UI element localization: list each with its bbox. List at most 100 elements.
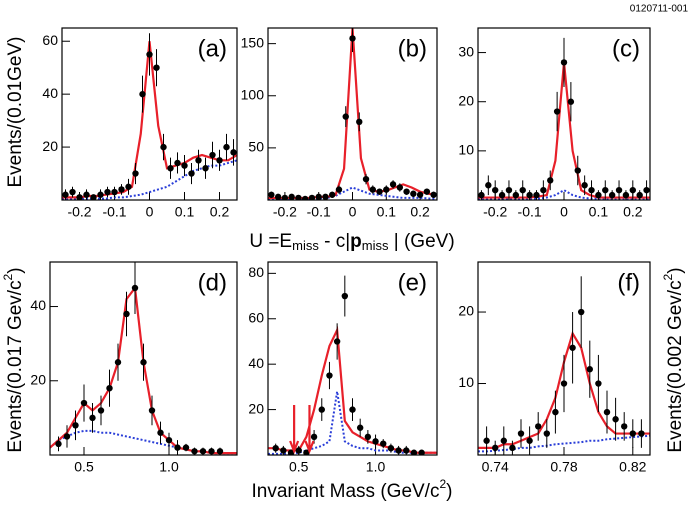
data-point	[369, 186, 376, 193]
y-tick-label: 50	[248, 139, 264, 155]
x-tick-label: 0.2	[623, 204, 643, 220]
data-point	[295, 447, 302, 454]
data-point	[560, 59, 568, 66]
data-point	[62, 191, 69, 198]
data-point	[295, 194, 302, 200]
data-point	[505, 186, 513, 194]
data-point	[423, 188, 431, 195]
data-point	[364, 433, 372, 441]
data-point	[202, 165, 209, 172]
data-point	[230, 149, 237, 156]
part: )	[5, 267, 26, 273]
background-curve	[268, 391, 437, 455]
data-point	[280, 447, 287, 454]
plot-area	[478, 276, 650, 455]
part: )	[665, 267, 686, 273]
panel-label: (b)	[398, 35, 427, 62]
data-point	[602, 186, 609, 194]
data-point	[622, 191, 630, 199]
data-point	[287, 449, 295, 455]
y-tick-label: 80	[248, 264, 264, 280]
data-point	[389, 181, 397, 188]
data-point	[63, 433, 71, 440]
data-point	[586, 366, 593, 373]
data-point	[403, 188, 410, 195]
data-point	[569, 344, 576, 351]
x-tick-label: -0.2	[67, 204, 91, 220]
y-tick-label: 20	[458, 303, 474, 319]
data-point	[160, 143, 167, 151]
data-point	[574, 167, 581, 174]
data-point	[131, 284, 139, 292]
x-tick-label: 0.2	[210, 204, 230, 220]
data-point	[111, 188, 118, 196]
data-point	[148, 407, 156, 414]
data-point	[588, 186, 595, 194]
data-point	[403, 447, 410, 454]
data-point	[595, 380, 602, 387]
data-point	[430, 191, 437, 198]
data-point	[485, 182, 492, 189]
data-point	[301, 195, 309, 200]
data-point	[274, 193, 282, 200]
data-point	[303, 449, 310, 455]
data-point	[310, 433, 318, 441]
data-point	[90, 194, 97, 200]
x-tick-label: -0.2	[273, 204, 297, 220]
data-point	[97, 191, 104, 198]
data-point	[216, 448, 224, 455]
x-tick-label: 0.5	[289, 459, 309, 475]
data-point	[272, 444, 279, 452]
x-axis-title-bottom: Invariant Mass (GeV/c2)	[252, 477, 453, 502]
plot-area	[478, 37, 650, 200]
y-tick-label: 20	[248, 400, 264, 416]
background-curve	[478, 189, 650, 200]
data-point	[512, 191, 520, 199]
data-point	[533, 191, 540, 199]
data-point	[72, 422, 79, 429]
frame	[267, 27, 438, 201]
data-point	[509, 444, 516, 452]
data-point	[519, 186, 526, 194]
data-point	[118, 186, 125, 193]
x-tick-label: 0.74	[482, 459, 509, 475]
x-tick-label: 0	[560, 204, 568, 220]
data-point	[125, 183, 132, 190]
data-point	[643, 186, 650, 194]
background-curve	[478, 434, 650, 453]
data-point	[517, 430, 525, 437]
data-point	[80, 399, 88, 407]
data-point	[418, 449, 425, 455]
data-point	[139, 90, 146, 98]
data-point	[629, 430, 636, 437]
data-point	[492, 444, 499, 452]
part: | (GeV)	[388, 231, 454, 252]
panel-label: (a)	[198, 35, 227, 62]
data-point	[153, 64, 160, 71]
x-axis-title-top: U =Emiss - c|pmiss | (GeV)	[249, 231, 454, 253]
arrow	[304, 405, 315, 454]
data-point	[603, 408, 611, 416]
data-point	[349, 406, 356, 413]
panel-label: (e)	[398, 269, 427, 296]
data-point	[396, 184, 404, 191]
data-point	[83, 191, 90, 198]
y-tick-label: 60	[248, 309, 264, 325]
part: Events/(0.017 Gev/c	[5, 280, 26, 452]
y-tick-label: 20	[458, 92, 474, 108]
data-point	[581, 182, 588, 189]
data-point	[89, 414, 96, 422]
data-point	[114, 359, 122, 366]
plot-area	[268, 275, 437, 455]
data-point	[349, 35, 356, 42]
data-point	[500, 437, 507, 444]
data-point	[329, 191, 336, 198]
data-point	[69, 188, 76, 196]
data-point	[410, 190, 417, 197]
x-tick-label: -0.1	[518, 204, 542, 220]
data-point	[106, 384, 113, 392]
y-tick-label: 150	[241, 34, 265, 50]
x-tick-label: 0	[349, 204, 357, 220]
data-point	[356, 118, 363, 126]
plot-area	[50, 262, 237, 455]
